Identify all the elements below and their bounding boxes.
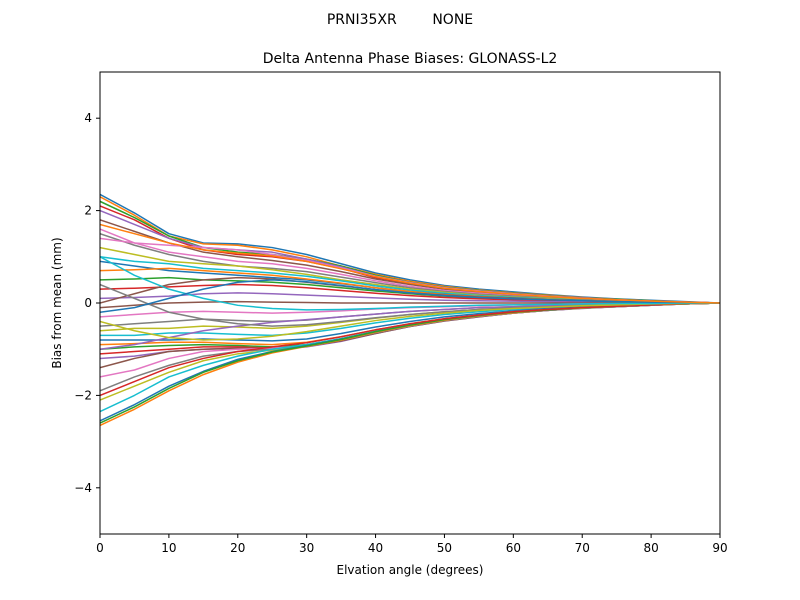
y-tick-label: −2 xyxy=(74,388,92,402)
chart-title: Delta Antenna Phase Biases: GLONASS-L2 xyxy=(263,51,558,67)
y-tick-label: 2 xyxy=(84,204,92,218)
series-line-41 xyxy=(100,223,720,304)
y-tick-label: −4 xyxy=(74,481,92,495)
series-line-39 xyxy=(100,256,720,311)
series-layer xyxy=(100,193,720,427)
y-axis-label: Bias from mean (mm) xyxy=(50,237,64,368)
x-tick-label: 70 xyxy=(575,541,590,555)
y-axis: −4 −2 0 2 4 xyxy=(74,111,100,495)
x-axis: 0 10 20 30 40 50 60 70 80 90 xyxy=(96,534,728,555)
x-tick-label: 50 xyxy=(437,541,452,555)
chart-suptitle: PRNI35XR NONE xyxy=(327,12,473,28)
series-line-38 xyxy=(100,302,720,341)
x-tick-label: 80 xyxy=(643,541,658,555)
x-axis-label: Elvation angle (degrees) xyxy=(337,563,484,577)
x-tick-label: 0 xyxy=(96,541,104,555)
x-tick-label: 40 xyxy=(368,541,383,555)
x-tick-label: 10 xyxy=(161,541,176,555)
y-tick-label: 0 xyxy=(84,296,92,310)
x-tick-label: 30 xyxy=(299,541,314,555)
series-line-33 xyxy=(100,302,720,397)
x-tick-label: 90 xyxy=(712,541,727,555)
x-tick-label: 60 xyxy=(506,541,521,555)
y-tick-label: 4 xyxy=(84,111,92,125)
x-tick-label: 20 xyxy=(230,541,245,555)
series-line-40 xyxy=(100,279,720,313)
